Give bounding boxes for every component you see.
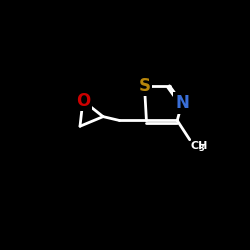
Text: 3: 3 — [199, 144, 204, 152]
Text: CH: CH — [191, 141, 208, 151]
Text: N: N — [175, 94, 189, 112]
Text: S: S — [138, 77, 150, 95]
Text: O: O — [76, 92, 90, 110]
